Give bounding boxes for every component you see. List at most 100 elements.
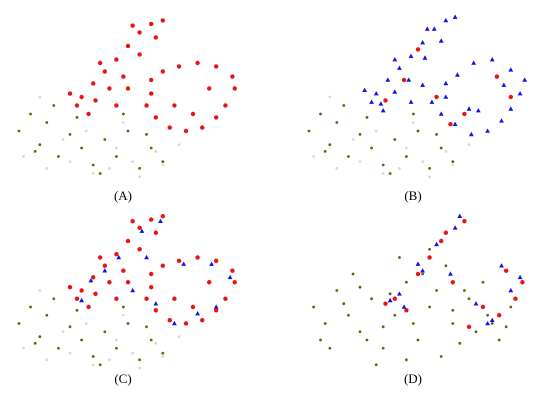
point [107, 280, 112, 285]
point [509, 305, 513, 309]
point [388, 172, 392, 175]
point [485, 128, 490, 133]
point [45, 121, 49, 124]
point [230, 74, 235, 79]
point [373, 91, 379, 96]
point [312, 155, 315, 158]
point [17, 129, 21, 133]
point [115, 146, 118, 150]
point [213, 64, 219, 69]
point [149, 271, 154, 277]
point [121, 112, 125, 116]
point [307, 129, 311, 133]
point [428, 247, 431, 251]
point [374, 129, 378, 133]
point [121, 74, 126, 79]
point [522, 77, 528, 82]
point [378, 101, 384, 106]
point [435, 133, 438, 136]
point [103, 138, 107, 141]
point [75, 308, 79, 312]
point [230, 268, 235, 273]
point [116, 254, 122, 260]
point [458, 341, 462, 345]
point [466, 106, 472, 111]
point [74, 296, 80, 301]
point [501, 82, 507, 87]
point [439, 146, 443, 150]
point [167, 318, 172, 323]
point [79, 94, 84, 100]
point [392, 296, 397, 301]
point [195, 311, 200, 316]
point [200, 125, 205, 130]
point [91, 172, 95, 175]
point [481, 280, 485, 284]
point [161, 355, 165, 358]
point [213, 115, 219, 120]
point [93, 291, 98, 296]
point [79, 297, 84, 303]
point [499, 118, 504, 123]
point [115, 338, 118, 342]
point [434, 94, 439, 100]
point [209, 261, 214, 266]
point [176, 64, 182, 69]
point [149, 146, 153, 150]
point [161, 351, 165, 355]
point [401, 304, 407, 309]
point [468, 131, 474, 137]
point [114, 103, 119, 108]
point [499, 263, 504, 268]
point [415, 261, 421, 266]
point [428, 175, 431, 179]
point [421, 160, 425, 164]
point [452, 121, 458, 126]
point [369, 99, 374, 104]
point [130, 219, 135, 224]
point [490, 322, 494, 325]
point [513, 296, 518, 301]
point [93, 98, 98, 103]
point [429, 99, 435, 104]
point [431, 26, 437, 31]
point [158, 218, 163, 223]
point [383, 98, 388, 103]
point [68, 325, 72, 329]
point [125, 238, 131, 244]
point [149, 217, 154, 222]
point [452, 225, 458, 230]
point [392, 89, 398, 94]
point [207, 86, 212, 91]
point [450, 280, 455, 285]
point [68, 351, 72, 355]
point [508, 94, 513, 100]
point [362, 87, 368, 92]
panel-label: (C) [114, 371, 131, 386]
point [455, 72, 460, 77]
point [57, 346, 60, 350]
point [415, 271, 421, 277]
point [517, 91, 523, 96]
point [508, 106, 514, 111]
point [108, 358, 111, 362]
point [443, 94, 449, 99]
point [411, 322, 415, 325]
point [328, 143, 332, 147]
point [144, 103, 149, 108]
point [137, 225, 142, 230]
point [190, 111, 196, 117]
point [61, 138, 65, 141]
point [213, 304, 219, 309]
point [121, 305, 125, 309]
point [144, 254, 149, 260]
point [130, 287, 136, 293]
point [351, 138, 355, 141]
point [335, 167, 339, 170]
point [451, 160, 455, 164]
point [138, 175, 142, 179]
point [98, 172, 102, 175]
point [312, 305, 315, 309]
point [88, 278, 94, 283]
point [52, 297, 56, 301]
